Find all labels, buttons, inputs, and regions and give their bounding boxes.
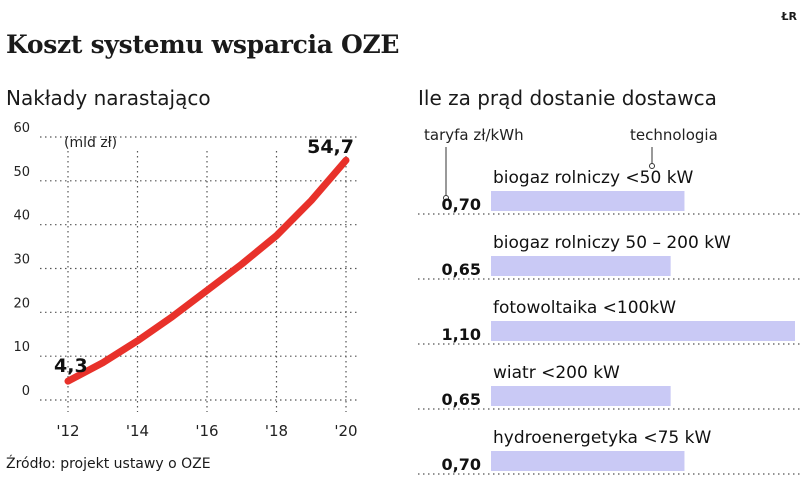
technology-label: wiatr <200 kW bbox=[493, 363, 620, 383]
line-chart-title: Nakłady narastająco bbox=[6, 86, 211, 110]
tariff-column-header: taryfa zł/kWh bbox=[424, 126, 524, 144]
x-tick-label: '16 bbox=[195, 422, 218, 440]
y-tick-label: 20 bbox=[13, 296, 30, 311]
y-tick-label: 30 bbox=[13, 253, 30, 268]
tariff-value-label: 1,10 bbox=[442, 325, 481, 344]
tariff-bar bbox=[491, 321, 795, 341]
y-axis-unit: (mld zł) bbox=[64, 135, 117, 151]
tariff-bar bbox=[491, 386, 671, 406]
technology-pointer-dot bbox=[649, 163, 655, 169]
data-label-start: 4,3 bbox=[54, 355, 88, 377]
page-title: Koszt systemu wsparcia OZE bbox=[6, 30, 400, 59]
bar-chart-title: Ile za prąd dostanie dostawca bbox=[418, 86, 717, 110]
technology-label: biogaz rolniczy 50 – 200 kW bbox=[493, 233, 731, 253]
technology-label: hydroenergetyka <75 kW bbox=[493, 428, 711, 448]
x-tick-label: '14 bbox=[126, 422, 149, 440]
technology-label: fotowoltaika <100kW bbox=[493, 298, 676, 318]
tariff-value-label: 0,70 bbox=[442, 455, 481, 474]
y-tick-label: 0 bbox=[22, 384, 30, 399]
y-tick-label: 50 bbox=[13, 165, 30, 180]
y-tick-label: 40 bbox=[13, 209, 30, 224]
publisher-logo: ŁR bbox=[781, 10, 797, 23]
x-tick-label: '18 bbox=[265, 422, 288, 440]
cost-series-line bbox=[64, 156, 350, 385]
x-tick-label: '12 bbox=[56, 422, 79, 440]
data-label-end: 54,7 bbox=[307, 136, 354, 158]
technology-label: biogaz rolniczy <50 kW bbox=[493, 168, 694, 188]
tariff-pointer-dot bbox=[443, 195, 449, 201]
source-note: Źródło: projekt ustawy o OZE bbox=[6, 456, 211, 472]
tariff-value-label: 0,65 bbox=[442, 390, 481, 409]
y-tick-label: 10 bbox=[13, 340, 30, 355]
tariff-value-label: 0,65 bbox=[442, 260, 481, 279]
tariff-value-label: 0,70 bbox=[442, 195, 481, 214]
x-tick-label: '20 bbox=[334, 422, 357, 440]
technology-column-header: technologia bbox=[630, 126, 718, 144]
tariff-bar bbox=[491, 256, 671, 276]
tariff-bar bbox=[491, 451, 685, 471]
tariff-bar bbox=[491, 191, 685, 211]
y-tick-label: 60 bbox=[13, 121, 30, 136]
